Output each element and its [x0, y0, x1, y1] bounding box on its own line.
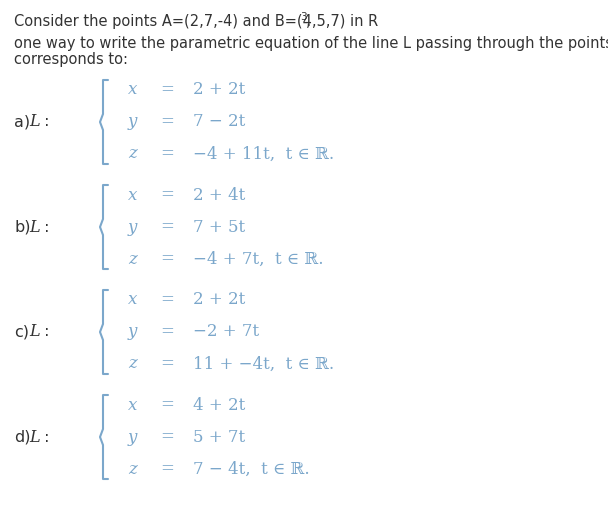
- Text: y: y: [128, 324, 137, 340]
- Text: =: =: [160, 396, 174, 413]
- Text: z: z: [128, 461, 137, 478]
- Text: =: =: [160, 146, 174, 163]
- Text: 7 + 5t: 7 + 5t: [193, 219, 245, 236]
- Text: =: =: [160, 219, 174, 236]
- Text: corresponds to:: corresponds to:: [14, 52, 128, 67]
- Text: =: =: [160, 355, 174, 372]
- Text: 7 − 4t,  t ∈ ℝ.: 7 − 4t, t ∈ ℝ.: [193, 461, 309, 478]
- Text: =: =: [160, 428, 174, 445]
- Text: 5 + 7t: 5 + 7t: [193, 428, 245, 445]
- Text: =: =: [160, 324, 174, 340]
- Text: ,: ,: [306, 14, 311, 29]
- Text: −2 + 7t: −2 + 7t: [193, 324, 259, 340]
- Text: =: =: [160, 251, 174, 267]
- Text: x: x: [128, 186, 137, 204]
- Text: =: =: [160, 461, 174, 478]
- Text: 4 + 2t: 4 + 2t: [193, 396, 245, 413]
- Text: z: z: [128, 251, 137, 267]
- Text: c): c): [14, 324, 29, 339]
- Text: −4 + 7t,  t ∈ ℝ.: −4 + 7t, t ∈ ℝ.: [193, 251, 323, 267]
- Text: one way to write the parametric equation of the line L passing through the point: one way to write the parametric equation…: [14, 36, 608, 51]
- Text: L: L: [30, 219, 40, 236]
- Text: 3: 3: [300, 12, 307, 22]
- Text: −4 + 11t,  t ∈ ℝ.: −4 + 11t, t ∈ ℝ.: [193, 146, 334, 163]
- Text: x: x: [128, 292, 137, 309]
- Text: x: x: [128, 396, 137, 413]
- Text: L: L: [30, 324, 40, 340]
- Text: 2 + 4t: 2 + 4t: [193, 186, 245, 204]
- Text: z: z: [128, 355, 137, 372]
- Text: :: :: [38, 429, 49, 444]
- Text: :: :: [38, 220, 49, 235]
- Text: :: :: [38, 324, 49, 339]
- Text: 2 + 2t: 2 + 2t: [193, 292, 245, 309]
- Text: y: y: [128, 113, 137, 131]
- Text: Consider the points A=(2,7,-4) and B=(4,5,7) in R: Consider the points A=(2,7,-4) and B=(4,…: [14, 14, 378, 29]
- Text: b): b): [14, 220, 30, 235]
- Text: y: y: [128, 428, 137, 445]
- Text: 2 + 2t: 2 + 2t: [193, 81, 245, 98]
- Text: y: y: [128, 219, 137, 236]
- Text: =: =: [160, 186, 174, 204]
- Text: =: =: [160, 113, 174, 131]
- Text: d): d): [14, 429, 30, 444]
- Text: =: =: [160, 292, 174, 309]
- Text: 11 + −4t,  t ∈ ℝ.: 11 + −4t, t ∈ ℝ.: [193, 355, 334, 372]
- Text: z: z: [128, 146, 137, 163]
- Text: L: L: [30, 428, 40, 445]
- Text: x: x: [128, 81, 137, 98]
- Text: L: L: [30, 113, 40, 131]
- Text: 7 − 2t: 7 − 2t: [193, 113, 245, 131]
- Text: :: :: [38, 114, 49, 130]
- Text: =: =: [160, 81, 174, 98]
- Text: a): a): [14, 114, 30, 130]
